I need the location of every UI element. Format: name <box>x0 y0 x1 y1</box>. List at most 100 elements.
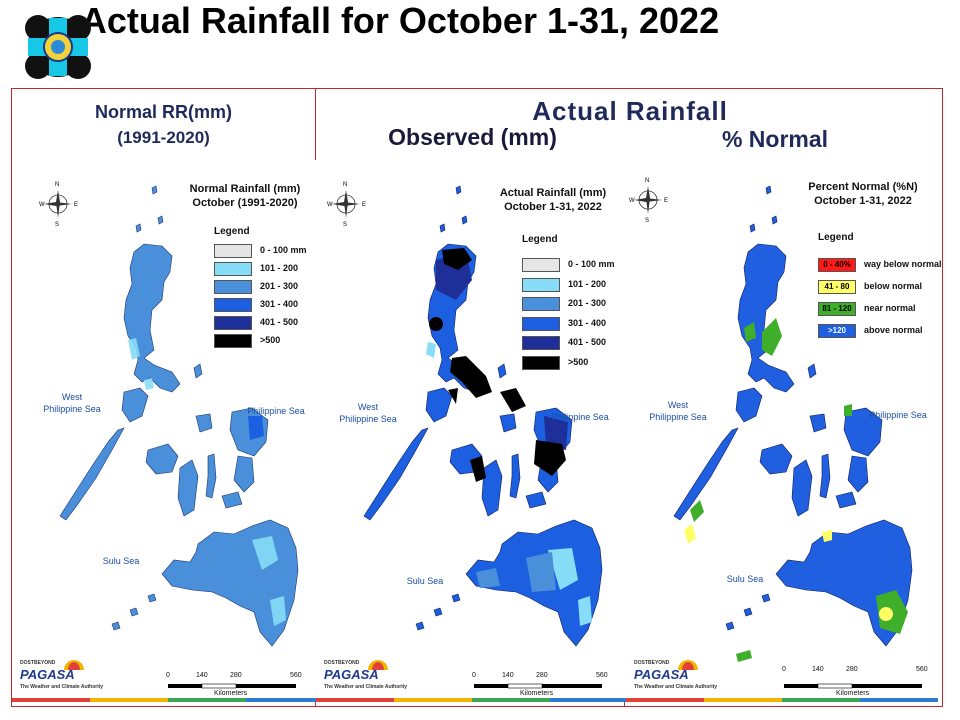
pagasa-logo-text: PAGASA <box>20 667 75 682</box>
sea-west-line2: Philippine Sea <box>649 412 707 422</box>
compass-n: N <box>55 182 59 188</box>
color-strip-segment <box>316 698 394 702</box>
actual-rainfall-svg: N S W E <box>327 182 603 689</box>
pagasa-logo-text: PAGASA <box>634 667 689 682</box>
compass-rose <box>332 190 360 218</box>
scale-unit: Kilometers <box>836 690 870 697</box>
pagasa-tagline: The Weather and Climate Authority <box>324 684 408 690</box>
scale-tick-3: 560 <box>916 666 928 673</box>
color-strip-segment <box>472 698 550 702</box>
scale-unit: Kilometers <box>214 690 248 697</box>
color-strip-segment <box>168 698 246 702</box>
scale-tick-2: 280 <box>846 666 858 673</box>
color-strip-segment <box>12 698 90 702</box>
compass-n: N <box>645 178 649 184</box>
sea-west-line1: West <box>667 400 689 410</box>
map-title-line1: Normal Rainfall (mm) <box>189 183 301 195</box>
map-title-line2: October (1991-2020) <box>192 197 298 209</box>
slide-title: Actual Rainfall for October 1-31, 2022 <box>80 0 720 41</box>
scale-tick-2: 280 <box>230 672 242 679</box>
legend-label: 401 - 500 <box>260 317 299 327</box>
beyond-label: BEYOND <box>648 660 670 666</box>
compass-e: E <box>74 202 78 208</box>
legend-label: >500 <box>568 356 589 367</box>
map-title-line2: October 1-31, 2022 <box>504 201 602 213</box>
scale-tick-1: 140 <box>812 666 824 673</box>
sea-sulu: Sulu Sea <box>726 574 764 584</box>
scale-tick-2: 280 <box>536 672 548 679</box>
scale-unit: Kilometers <box>520 690 554 697</box>
legend-title: Legend <box>522 234 558 245</box>
umbrella-icon <box>368 660 388 670</box>
normal-rainfall-svg: N S W E <box>39 182 299 689</box>
percent-normal-map: N S W E Percent Normal (%N) October 1-31… <box>626 160 942 700</box>
legend-label: 0 - 100 mm <box>568 259 615 269</box>
map-title-line1: Actual Rainfall (mm) <box>499 187 607 199</box>
compass-rose <box>634 186 662 214</box>
scale-tick-0: 0 <box>782 666 786 673</box>
legend-swatch <box>522 316 560 331</box>
color-strip-segment <box>626 698 704 702</box>
legend-swatch: 0 - 40% <box>818 258 856 272</box>
compass-w: W <box>629 198 635 204</box>
legend-swatch <box>522 355 560 370</box>
legend-swatch <box>214 298 252 312</box>
color-strip-segment <box>782 698 860 702</box>
compass-e: E <box>664 198 668 204</box>
legend-swatch <box>522 297 560 311</box>
compass-rose <box>44 190 72 218</box>
sea-west-line2: Philippine Sea <box>43 404 101 414</box>
pagasa-tagline: The Weather and Climate Authority <box>634 684 718 690</box>
legend-swatch <box>214 334 252 348</box>
legend-label: 201 - 300 <box>568 298 607 308</box>
legend-swatch <box>522 336 560 350</box>
sea-east: Philippine Sea <box>247 406 305 416</box>
normal-rr-period: (1991-2020) <box>117 128 210 147</box>
left-header-frame <box>11 88 316 161</box>
beyond-label: BEYOND <box>338 660 360 666</box>
color-strip-segment <box>550 698 628 702</box>
scale-bar <box>168 683 296 689</box>
scale-bar <box>474 683 602 689</box>
pagasa-logo-text: PAGASA <box>324 667 379 682</box>
scale-tick-1: 140 <box>196 672 208 679</box>
scale-tick-0: 0 <box>166 672 170 679</box>
sea-west-line1: West <box>357 402 379 412</box>
legend-swatch <box>214 316 252 330</box>
scale-tick-3: 560 <box>596 672 608 679</box>
legend-label: above normal <box>864 325 923 335</box>
compass-s: S <box>645 218 649 224</box>
sea-sulu: Sulu Sea <box>406 576 444 586</box>
color-strip-segment <box>860 698 938 702</box>
legend-label: below normal <box>864 281 923 291</box>
sea-west-line1: West <box>61 392 83 402</box>
legend-label: near normal <box>864 303 916 313</box>
actual-rainfall-map: N S W E Actual Rainfall (mm) October 1-3… <box>316 160 626 700</box>
compass-n: N <box>343 182 347 188</box>
legend-swatch <box>214 280 252 294</box>
normal-rr-heading: Normal RR(mm) <box>94 102 232 122</box>
compass-s: S <box>343 222 347 228</box>
legend-label: >500 <box>260 335 281 345</box>
legend-swatch: 41 - 80 <box>818 280 856 294</box>
dost-label: DOST <box>634 660 648 666</box>
dost-label: DOST <box>20 660 34 666</box>
color-strip-segment <box>394 698 472 702</box>
compass-e: E <box>362 202 366 208</box>
dost-label: DOST <box>324 660 338 666</box>
scale-tick-1: 140 <box>502 672 514 679</box>
legend-label: 201 - 300 <box>260 281 299 291</box>
observed-heading: Observed (mm) <box>388 124 557 150</box>
map-title-line1: Percent Normal (%N) <box>808 181 918 193</box>
color-strip-segment <box>704 698 782 702</box>
compass-w: W <box>39 202 45 208</box>
legend-swatch <box>214 244 252 258</box>
umbrella-icon <box>64 660 84 670</box>
percent-normal-heading: % Normal <box>721 126 829 152</box>
legend-title: Legend <box>214 226 250 237</box>
compass-s: S <box>55 222 59 228</box>
legend-swatch: 81 - 120 <box>818 302 856 316</box>
color-strip-segment <box>90 698 168 702</box>
legend-label: 0 - 100 mm <box>260 245 307 255</box>
legend-label: 301 - 400 <box>260 299 299 309</box>
